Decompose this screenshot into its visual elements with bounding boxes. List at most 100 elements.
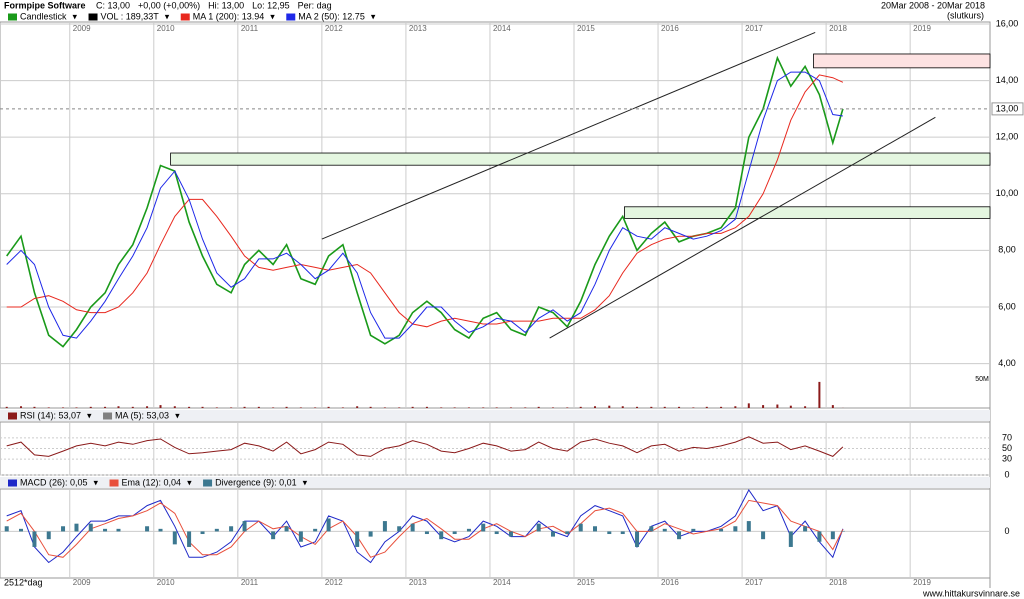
legend-swatch [180, 13, 190, 21]
price-basis: (slutkurs) [947, 10, 984, 20]
legend-label: RSI (14): 53,07 [20, 410, 81, 420]
divergence-bar [200, 531, 205, 535]
volume-bar [314, 407, 317, 408]
legend-label: MA 1 (200): 13.94 [193, 11, 265, 21]
volume-bar [734, 406, 737, 408]
divergence-bar [313, 528, 318, 532]
divergence-bar [550, 531, 555, 537]
title: Formpipe Software [4, 0, 86, 10]
legend-dropdown: ▾ [371, 11, 376, 21]
volume-bar [62, 407, 65, 408]
divergence-bar [733, 526, 738, 532]
year-label: 2010 [157, 578, 175, 587]
year-label: 2012 [325, 24, 343, 33]
divergence-bar [424, 531, 429, 535]
volume-bar [762, 405, 765, 408]
divergence-bar [840, 530, 845, 532]
y-tick-label: 30 [1002, 453, 1012, 463]
year-label: 2012 [325, 578, 343, 587]
volume-bar [299, 407, 302, 408]
divergence-bar [158, 528, 163, 532]
y-tick-label: 12,00 [996, 132, 1019, 142]
y-tick-label: 4,00 [998, 358, 1016, 368]
divergence-bar [145, 526, 150, 532]
volume-bar [243, 406, 246, 408]
volume-bar [482, 407, 485, 408]
series-line [6, 74, 844, 328]
volume-bar [608, 405, 611, 408]
legend-dropdown: ▾ [165, 11, 170, 21]
legend-label: Divergence (9): 0,01 [215, 477, 297, 487]
zone [624, 206, 991, 219]
divergence-bar [761, 531, 766, 540]
divergence-bar [788, 531, 793, 547]
year-label: 2019 [913, 24, 931, 33]
legend-dropdown: ▾ [87, 410, 92, 420]
volume-bar [188, 406, 191, 408]
legend-swatch [8, 13, 17, 21]
legend-swatch [286, 13, 296, 21]
volume-bar [383, 407, 386, 408]
divergence-bar [830, 531, 835, 540]
divergence-bar [508, 531, 513, 537]
volume-bar [440, 407, 443, 408]
divergence-bar [284, 526, 289, 532]
divergence-bar [452, 531, 457, 535]
last-price-box [991, 102, 1024, 116]
volume-bar [705, 406, 708, 408]
legend-swatch [203, 479, 213, 487]
divergence-bar [32, 531, 37, 547]
volume-bar [831, 405, 834, 408]
quote-stat: +0,00 (+0,00%) [138, 0, 200, 10]
volume-bar [579, 406, 582, 408]
year-label: 2011 [241, 24, 259, 33]
volume-bar [356, 406, 359, 408]
divergence-bar [103, 528, 108, 532]
divergence-bar [242, 521, 247, 532]
divergence-bar [298, 531, 303, 542]
quote-stat: C: 13,00 [96, 0, 130, 10]
y-tick-label: 6,00 [998, 301, 1016, 311]
divergence-bar [46, 531, 51, 540]
divergence-bar [271, 531, 276, 540]
volume-bar [537, 406, 540, 408]
volume-bar [720, 406, 723, 408]
divergence-bar [494, 531, 499, 535]
divergence-bar [649, 526, 654, 532]
year-label: 2009 [73, 578, 91, 587]
volume-bar [20, 406, 23, 408]
divergence-bar [719, 528, 724, 532]
volume-bar [272, 407, 275, 408]
divergence-bar [61, 526, 66, 532]
year-label: 2015 [577, 578, 595, 587]
volume-bar [230, 407, 233, 408]
legend-dropdown: ▾ [270, 11, 275, 21]
divergence-bar [536, 523, 541, 532]
volume-bar [818, 381, 821, 408]
divergence-bar [466, 528, 471, 532]
year-label: 2017 [745, 578, 763, 587]
y-tick-label: 8,00 [998, 245, 1016, 255]
quote-stat: Hi: 13,00 [208, 0, 244, 10]
divergence-bar [187, 531, 192, 547]
volume-bar [33, 406, 36, 408]
legend-dropdown: ▾ [175, 410, 180, 420]
legend-label: MACD (26): 0,05 [20, 477, 88, 487]
year-label: 2013 [409, 578, 427, 587]
divergence-bar [439, 531, 444, 540]
divergence-bar [593, 526, 598, 532]
y-tick-label: 14,00 [996, 75, 1019, 85]
volume-bar [678, 406, 681, 408]
volume-bar [47, 407, 50, 408]
quote-stat: Per: dag [298, 0, 332, 10]
year-label: 2014 [493, 24, 511, 33]
volume-bar [89, 406, 92, 408]
volume-bar [173, 406, 176, 408]
year-label: 2016 [661, 24, 679, 33]
volume-bar [398, 407, 401, 408]
last-price-label: 13,00 [996, 103, 1019, 113]
volume-bar [285, 406, 288, 408]
divergence-bar [368, 531, 373, 537]
y2-tick-label: 50M [975, 376, 989, 383]
